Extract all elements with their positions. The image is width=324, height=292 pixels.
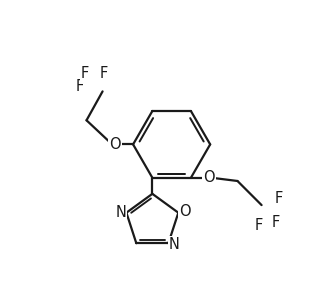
Text: O: O	[179, 204, 191, 219]
Text: F: F	[275, 191, 284, 206]
Text: F: F	[81, 66, 89, 81]
Text: F: F	[100, 66, 108, 81]
Text: F: F	[272, 215, 280, 230]
Text: F: F	[254, 218, 262, 234]
Text: F: F	[76, 79, 84, 94]
Text: O: O	[203, 170, 214, 185]
Text: N: N	[115, 205, 126, 220]
Text: O: O	[110, 137, 121, 152]
Text: N: N	[169, 237, 179, 252]
